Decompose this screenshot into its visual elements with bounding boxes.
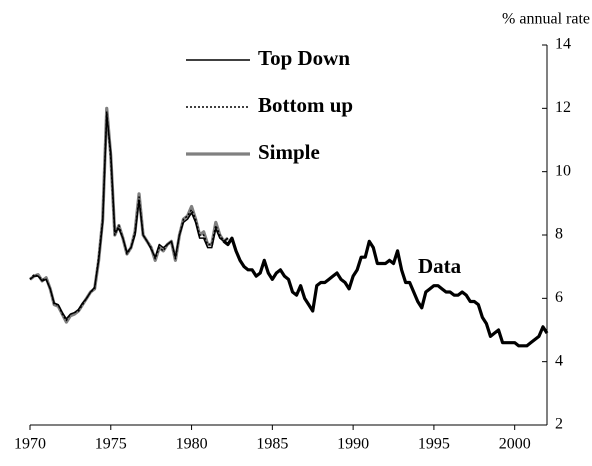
y-tick-label: 14 — [555, 36, 571, 53]
x-tick-label: 1985 — [256, 436, 288, 453]
x-tick-label: 2000 — [499, 436, 531, 453]
y-tick-label: 8 — [555, 226, 563, 243]
y-tick-label: 4 — [555, 352, 563, 369]
y-tick-label: 6 — [555, 289, 563, 306]
line-simple — [29, 106, 229, 324]
y-tick-label: 10 — [555, 162, 571, 179]
x-tick-label: 1995 — [418, 436, 450, 453]
line-top-down — [29, 113, 229, 320]
x-tick-label: 1980 — [176, 436, 208, 453]
line-bottom-up — [29, 110, 229, 322]
series-label: Data — [418, 254, 462, 278]
x-tick-label: 1975 — [95, 436, 127, 453]
legend-label: Simple — [258, 140, 320, 164]
line-data — [222, 236, 549, 348]
legend-label: Bottom up — [258, 93, 353, 117]
x-tick-label: 1990 — [337, 436, 369, 453]
y-tick-label: 12 — [555, 99, 571, 116]
x-tick-label: 1970 — [14, 436, 46, 453]
y-axis-label: % annual rate — [502, 11, 590, 28]
legend-label: Top Down — [258, 46, 350, 70]
y-tick-label: 2 — [555, 416, 563, 433]
